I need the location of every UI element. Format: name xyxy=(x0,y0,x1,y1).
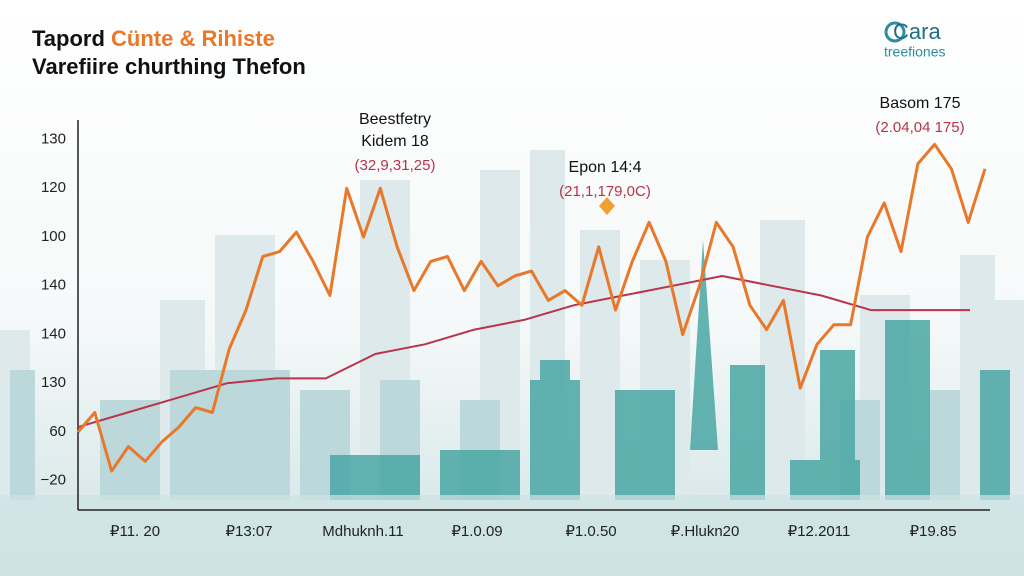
annotation-detail: (32,9,31,25) xyxy=(355,157,436,174)
annotation-label: Kidem 18 xyxy=(361,133,429,150)
chart-subtitle: Varefiire churthing Thefon xyxy=(32,54,306,79)
x-tick-label: ₽1.0.09 xyxy=(451,523,502,540)
series-line xyxy=(77,275,970,429)
y-tick-label: 140 xyxy=(41,277,66,294)
y-tick-label: 130 xyxy=(41,130,66,147)
logo-icon xyxy=(884,21,906,43)
x-tick-label: ₽11. 20 xyxy=(110,523,160,540)
x-tick-label: ₽.Hlukn20 xyxy=(671,523,740,540)
annotation-marker xyxy=(599,197,615,215)
x-tick-label: ₽12.2011 xyxy=(788,523,851,540)
y-tick-label: 100 xyxy=(41,228,66,245)
chart-title: Tapord Cünte & Rihiste xyxy=(32,26,275,51)
x-tick-label: Mdhuknh.11 xyxy=(322,523,403,540)
y-tick-label: 130 xyxy=(41,374,66,391)
x-tick-label: ₽13:07 xyxy=(225,523,272,540)
skyline-mid xyxy=(10,370,960,500)
title-accent: Cünte & Rihiste xyxy=(111,26,275,51)
skyline-front xyxy=(330,240,1010,500)
ground xyxy=(0,495,1024,576)
annotation-label: Epon 14:4 xyxy=(569,159,642,176)
logo-text: Cara xyxy=(893,19,941,44)
x-tick-label: ₽1.0.50 xyxy=(565,523,616,540)
logo-subtext: treefiones xyxy=(884,44,945,60)
annotation-detail: (21,1,179,0C) xyxy=(559,183,651,200)
x-tick-label: ₽19.85 xyxy=(909,523,956,540)
annotation-detail: (2.04,04 175) xyxy=(875,119,964,136)
y-tick-label: −20 xyxy=(41,472,66,489)
y-tick-label: 60 xyxy=(49,423,66,440)
series-line xyxy=(76,142,987,473)
y-tick-label: 140 xyxy=(41,325,66,342)
y-tick-label: 120 xyxy=(41,179,66,196)
annotation-label: Basom 175 xyxy=(880,95,961,112)
annotation-label: Beestfetry xyxy=(359,111,431,128)
title-lead: Tapord xyxy=(32,26,105,51)
